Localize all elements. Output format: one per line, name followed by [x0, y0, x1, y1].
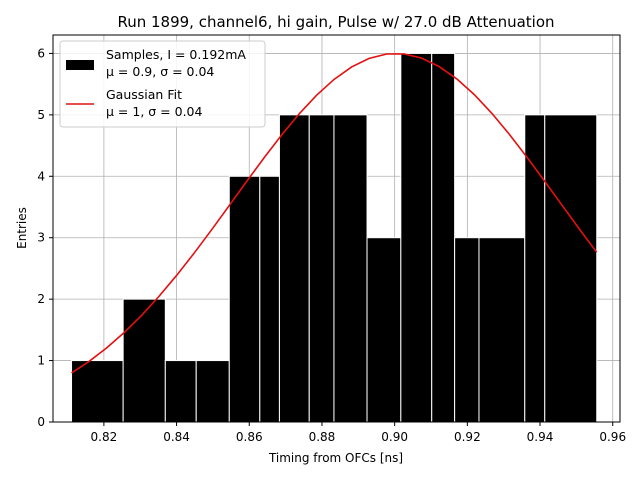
y-tick-label: 6 — [37, 46, 45, 60]
histogram-bar — [524, 114, 546, 423]
legend-label-fit: Gaussian Fit — [106, 87, 182, 102]
histogram-bar — [308, 114, 335, 423]
legend-box — [59, 40, 266, 128]
legend: Samples, I = 0.192mA μ = 0.9, σ = 0.04 G… — [59, 40, 266, 128]
legend-label-fit-stats: μ = 1, σ = 0.04 — [106, 104, 202, 119]
histogram-bar — [259, 175, 280, 423]
legend-label-samples-stats: μ = 0.9, σ = 0.04 — [106, 64, 214, 79]
x-axis-label: Timing from OFCs [ns] — [268, 451, 403, 465]
histogram-bar — [400, 52, 433, 423]
histogram-bars — [71, 52, 598, 423]
y-tick-label: 0 — [37, 415, 45, 429]
x-tick-label: 0.82 — [91, 430, 118, 444]
y-tick-label: 5 — [37, 108, 45, 122]
x-tick-label: 0.86 — [236, 430, 263, 444]
chart-title: Run 1899, channel6, hi gain, Pulse w/ 27… — [117, 13, 554, 31]
histogram-bar — [228, 175, 261, 423]
histogram-bar — [333, 114, 368, 423]
plot-frame — [52, 34, 621, 423]
x-tick-label: 0.96 — [599, 430, 626, 444]
x-tick-label: 0.92 — [454, 430, 481, 444]
histogram-bar — [122, 298, 166, 423]
y-tick-label: 4 — [37, 169, 45, 183]
x-tick-label: 0.84 — [163, 430, 190, 444]
histogram-bar — [71, 360, 124, 423]
histogram-bar — [278, 114, 310, 423]
histogram-bar — [454, 237, 480, 423]
y-tick-label: 1 — [37, 354, 45, 368]
gaussian-fit-line — [71, 53, 598, 374]
histogram-bar — [366, 237, 402, 423]
x-tick-label: 0.94 — [527, 430, 554, 444]
y-axis-ticks: 0 1 2 3 4 5 6 — [37, 46, 53, 429]
x-tick-label: 0.88 — [309, 430, 336, 444]
histogram-bar — [195, 360, 230, 423]
y-tick-label: 2 — [37, 292, 45, 306]
histogram-bar — [164, 360, 197, 423]
histogram-bar — [544, 114, 598, 423]
x-tick-label: 0.90 — [381, 430, 408, 444]
histogram-bar — [478, 237, 526, 423]
y-tick-label: 3 — [37, 231, 45, 245]
x-axis-ticks: 0.82 0.84 0.86 0.88 0.90 0.92 0.94 0.96 — [91, 422, 626, 444]
y-axis-label: Entries — [15, 207, 29, 249]
legend-swatch-samples — [66, 60, 94, 70]
histogram-bar — [431, 52, 456, 423]
legend-label-samples: Samples, I = 0.192mA — [106, 47, 246, 62]
